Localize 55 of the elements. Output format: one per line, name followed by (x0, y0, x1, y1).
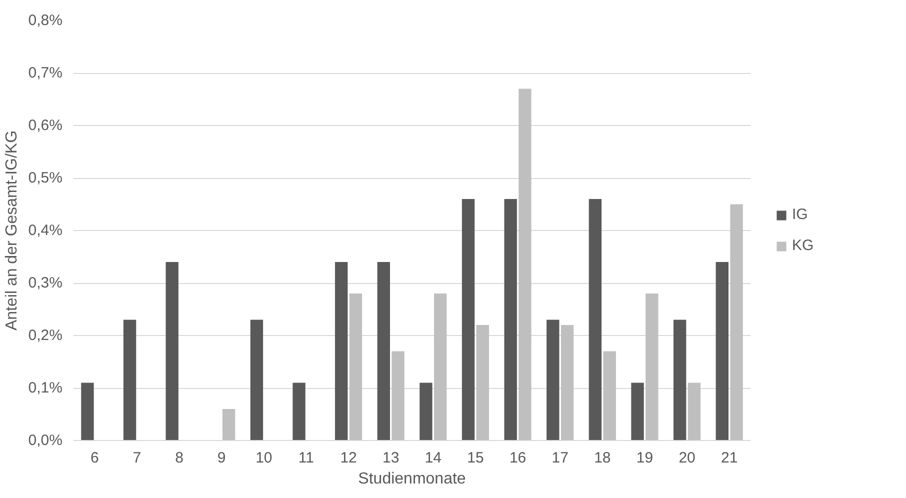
x-tick-label: 8 (175, 450, 184, 466)
bar (392, 351, 404, 440)
bar (603, 351, 616, 440)
bar (673, 320, 686, 440)
y-axis-title: Anteil an der Gesamt-IG/KG (3, 130, 20, 331)
bar (730, 204, 743, 440)
x-tick-label: 14 (424, 450, 442, 466)
bar (688, 382, 701, 440)
x-tick-label: 20 (678, 450, 696, 466)
bar (434, 294, 447, 440)
y-tick-label: 0,4% (28, 222, 63, 239)
x-axis-title: Studienmonate (358, 470, 466, 488)
bar (250, 320, 264, 440)
legend-label: IG (792, 206, 809, 223)
bar (222, 409, 236, 440)
y-tick-label: 0,7% (28, 64, 63, 82)
bar (518, 88, 532, 440)
y-tick-label: 0,5% (28, 170, 63, 186)
y-tick-label: 0,1% (28, 380, 63, 396)
bar (420, 382, 432, 440)
bar (716, 262, 728, 440)
x-tick-label: 9 (217, 450, 226, 466)
x-tick-label: 10 (256, 450, 272, 466)
y-tick-label: 0,6% (28, 117, 63, 134)
x-tick-label: 17 (552, 450, 568, 466)
x-tick-label: 19 (636, 450, 654, 466)
bar (334, 262, 348, 440)
x-tick-label: 21 (721, 450, 738, 466)
bar (588, 199, 602, 440)
x-tick-label: 15 (467, 450, 484, 466)
bar (462, 199, 475, 440)
legend-label: KG (792, 237, 814, 254)
x-tick-label: 11 (298, 450, 314, 466)
y-tick-label: 0,8% (28, 12, 63, 29)
x-tick-label: 18 (594, 450, 611, 466)
x-tick-label: 12 (340, 450, 357, 466)
bar (546, 320, 560, 440)
x-tick-label: 13 (382, 450, 400, 466)
bar (81, 382, 94, 440)
bar (560, 325, 574, 440)
bar (349, 294, 362, 440)
bar (631, 382, 644, 440)
bar (123, 320, 136, 440)
x-tick-label: 7 (132, 450, 142, 466)
bar (646, 294, 658, 440)
bar (292, 382, 306, 440)
y-tick-label: 0,3% (28, 274, 63, 292)
y-tick-label: 0,2% (28, 327, 63, 344)
bar (166, 262, 178, 440)
y-tick-label: 0,0% (28, 432, 63, 449)
x-tick-label: 16 (509, 450, 526, 466)
x-tick-label: 6 (90, 450, 99, 466)
bar (476, 325, 490, 440)
bar (504, 199, 517, 440)
bar (377, 262, 390, 440)
